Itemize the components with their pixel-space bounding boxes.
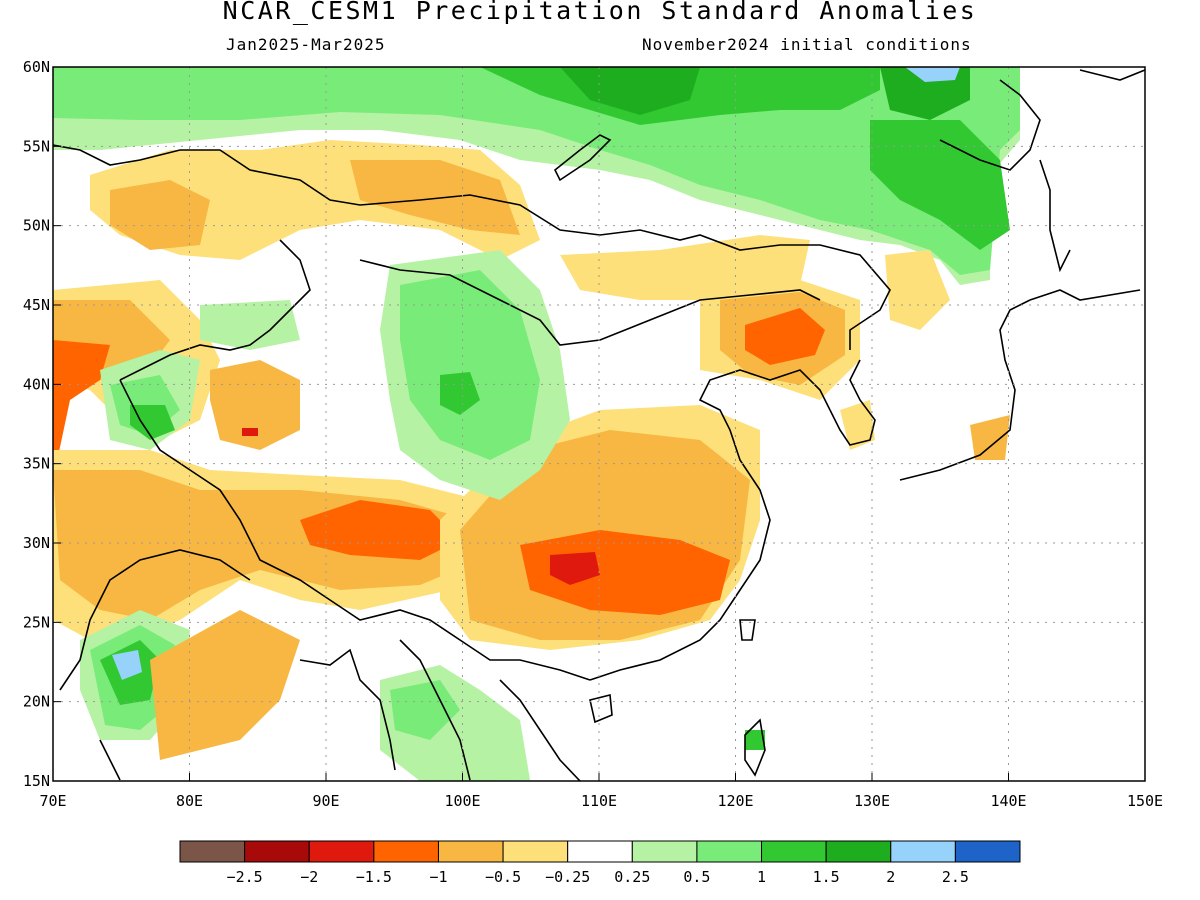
anomaly-region-tarim-pos-max xyxy=(130,405,175,440)
lon-tick-label: 70E xyxy=(39,792,66,810)
anomaly-region-north-mid xyxy=(53,67,1020,275)
colorbar-label: 0.5 xyxy=(683,868,710,886)
lat-tick-label: 35N xyxy=(23,455,50,473)
colorbar: −2.5 −2 −1.5 −1 −0.5 −0.25 0.25 0.5 1 1.5 2 2.5 xyxy=(179,840,1021,886)
colorbar-label: −0.25 xyxy=(545,868,590,886)
colorbar-swatch xyxy=(502,840,569,863)
colorbar-swatch xyxy=(373,840,439,863)
colorbar-label: 1.5 xyxy=(813,868,840,886)
anomaly-region-central-china-neg-strong xyxy=(520,530,730,615)
colorbar-swatch xyxy=(761,840,827,863)
anomaly-region-india-neg xyxy=(150,610,300,760)
colorbar-label: 1 xyxy=(757,868,766,886)
lon-tick-label: 80E xyxy=(176,792,203,810)
colorbar-swatch xyxy=(696,840,763,863)
colorbar-swatch xyxy=(244,840,310,863)
anomaly-region-gobi-pos-strong xyxy=(440,372,480,415)
colorbar-swatch xyxy=(437,840,504,863)
lon-tick-label: 110E xyxy=(581,792,617,810)
anomaly-region-japan-neg xyxy=(970,415,1010,460)
initial-conditions: November2024 initial conditions xyxy=(642,35,972,54)
colorbar-swatch xyxy=(825,840,892,863)
lat-tick-label: 15N xyxy=(23,772,50,790)
anomaly-region-dzungaria-pos xyxy=(200,300,300,350)
lon-tick-label: 150E xyxy=(1127,792,1163,810)
colorbar-swatch xyxy=(954,840,1021,863)
colorbar-label: 2.5 xyxy=(942,868,969,886)
lon-tick-label: 90E xyxy=(312,792,339,810)
lat-tick-label: 25N xyxy=(23,613,50,631)
anomaly-region-northeast-neg-strong xyxy=(745,308,825,365)
anomaly-region-kazakh-neg-core xyxy=(110,180,210,250)
lon-tick-label: 100E xyxy=(444,792,480,810)
lat-tick-label: 40N xyxy=(23,375,50,393)
axis-ticks: 70E 80E 90E 100E 110E 120E 130E 140E 150E 60N 55N 5… xyxy=(23,58,1163,810)
lat-tick-label: 50N xyxy=(23,217,50,235)
colorbar-label: −2 xyxy=(300,868,318,886)
anomaly-region-westasia-neg-strong xyxy=(53,340,110,480)
anomaly-region-central-china-neg-max xyxy=(550,552,600,585)
anomaly-region-north-max xyxy=(560,67,700,115)
lat-tick-label: 45N xyxy=(23,296,50,314)
anomaly-region-mongolia-neg xyxy=(560,235,810,300)
lat-tick-label: 30N xyxy=(23,534,50,552)
lat-tick-label: 60N xyxy=(23,58,50,76)
colorbar-label: −1 xyxy=(429,868,447,886)
map-title: NCAR_CESM1 Precipitation Standard Anomal… xyxy=(222,0,978,25)
colorbar-label: −2.5 xyxy=(227,868,263,886)
colorbar-label: 0.25 xyxy=(614,868,650,886)
lat-tick-label: 20N xyxy=(23,693,50,711)
anomaly-region-north-strong-2 xyxy=(870,120,1010,250)
colorbar-label: 2 xyxy=(886,868,895,886)
colorbar-label: −1.5 xyxy=(356,868,392,886)
anomaly-region-altai-neg-core xyxy=(350,160,520,235)
lat-tick-label: 55N xyxy=(23,137,50,155)
lon-tick-label: 120E xyxy=(717,792,753,810)
colorbar-swatch xyxy=(567,840,633,863)
colorbar-swatch xyxy=(890,840,956,863)
anomaly-region-taiwan-pos xyxy=(745,730,765,750)
lon-tick-label: 130E xyxy=(854,792,890,810)
anomaly-region-gobi-pos-core xyxy=(400,270,540,460)
colorbar-swatch xyxy=(179,840,246,863)
anomaly-region-myanmar-pos-core xyxy=(390,680,460,740)
anomaly-region-korea-neg xyxy=(840,400,875,450)
lon-tick-label: 140E xyxy=(990,792,1026,810)
anomaly-region-india-pos-max xyxy=(112,650,142,680)
colorbar-swatch xyxy=(308,840,375,863)
lat-lon-grid xyxy=(53,67,1145,781)
coastlines xyxy=(53,69,1145,781)
anomaly-field xyxy=(53,67,1145,781)
anomaly-region-north-top xyxy=(905,67,960,82)
anomaly-region-tibet-neg-strong xyxy=(300,500,460,560)
colorbar-swatch xyxy=(631,840,698,863)
anomaly-region-tibet-center-neg xyxy=(210,360,300,450)
anomaly-region-tibet-center-neg-max xyxy=(242,428,258,436)
colorbar-label: −0.5 xyxy=(485,868,521,886)
anomaly-region-manchuria-neg xyxy=(885,250,950,330)
forecast-period: Jan2025-Mar2025 xyxy=(226,35,386,54)
